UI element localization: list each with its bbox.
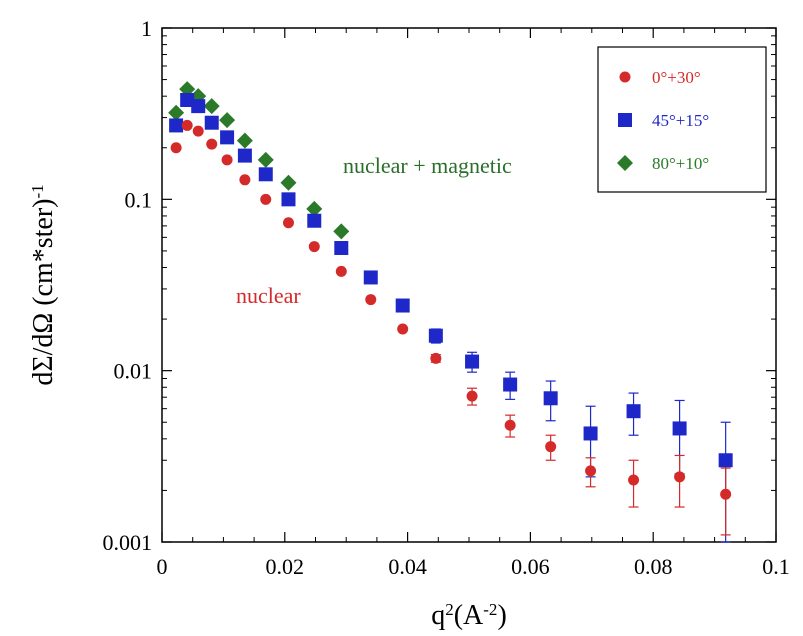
y-tick-label: 0.1: [125, 187, 153, 212]
data-point: [585, 465, 597, 477]
data-point: [306, 200, 323, 217]
x-axis-tick-labels: 0 0.02 0.04 0.06 0.08 0.1: [157, 554, 790, 579]
data-point: [363, 270, 378, 285]
data-point: [397, 323, 409, 335]
data-point: [180, 92, 195, 107]
data-point: [543, 391, 558, 406]
x-axis-ticks: [161, 28, 777, 542]
x-tick-label: 0.02: [266, 554, 305, 579]
data-point: [170, 142, 182, 154]
data-point: [206, 138, 218, 150]
data-point: [220, 130, 235, 145]
data-point: [221, 154, 233, 166]
data-point: [181, 119, 193, 131]
legend-label-80-10: 80°+10°: [652, 154, 709, 173]
x-tick-label: 0.04: [388, 554, 427, 579]
x-tick-label: 0.1: [762, 554, 790, 579]
data-point: [503, 377, 518, 392]
data-point: [395, 298, 410, 313]
data-point: [258, 167, 273, 182]
legend-marker: [617, 155, 633, 171]
y-axis-tick-labels: 0.001 0.01 0.1 1: [103, 16, 153, 555]
series-circle: [170, 119, 732, 536]
data-point: [718, 453, 733, 468]
data-point: [308, 241, 320, 253]
data-point: [428, 328, 443, 343]
data-point: [168, 104, 185, 121]
data-point: [545, 441, 557, 453]
legend-marker: [618, 113, 632, 127]
y-tick-label: 0.01: [114, 359, 153, 384]
data-point: [307, 213, 322, 228]
data-point: [204, 115, 219, 130]
data-point: [720, 488, 732, 500]
data-point: [672, 421, 687, 436]
annotation-nuclear: nuclear: [236, 283, 301, 308]
data-point: [282, 217, 294, 229]
data-point: [335, 265, 347, 277]
data-point: [239, 174, 251, 186]
data-series: [168, 81, 733, 543]
data-point: [365, 294, 377, 306]
x-tick-label: 0.06: [511, 554, 550, 579]
annotation-nuclear-magnetic: nuclear + magnetic: [343, 153, 512, 178]
legend: 0°+30° 45°+15° 80°+10°: [597, 46, 767, 193]
series-diamond: [168, 81, 350, 240]
data-point: [504, 419, 516, 431]
data-point: [169, 118, 184, 133]
legend-label-0-30: 0°+30°: [652, 68, 701, 87]
x-tick-label: 0.08: [634, 554, 673, 579]
legend-label-45-15: 45°+15°: [652, 111, 709, 130]
data-point: [237, 148, 252, 163]
data-point: [236, 132, 253, 149]
data-point: [333, 223, 350, 240]
data-point: [466, 390, 478, 402]
data-point: [465, 354, 480, 369]
data-point: [203, 98, 220, 115]
data-point: [281, 192, 296, 207]
data-point: [257, 151, 274, 168]
data-point: [674, 471, 686, 483]
y-axis-ticks: [162, 27, 776, 543]
y-tick-label: 0.001: [103, 530, 153, 555]
legend-marker: [619, 71, 631, 83]
x-tick-label: 0: [157, 554, 168, 579]
data-point: [192, 125, 204, 137]
data-point: [191, 99, 206, 114]
data-point: [430, 352, 442, 364]
data-point: [626, 404, 641, 419]
data-point: [219, 112, 236, 129]
x-axis-title: q2(A-2): [431, 600, 507, 632]
data-point: [583, 426, 598, 441]
legend-markers: [617, 71, 633, 171]
y-axis-title: dΣ/dΩ (cm*ster)-1: [28, 184, 60, 385]
data-point: [260, 193, 272, 205]
data-point: [334, 240, 349, 255]
data-point: [280, 174, 297, 191]
data-point: [628, 474, 640, 486]
y-tick-label: 1: [141, 16, 152, 41]
